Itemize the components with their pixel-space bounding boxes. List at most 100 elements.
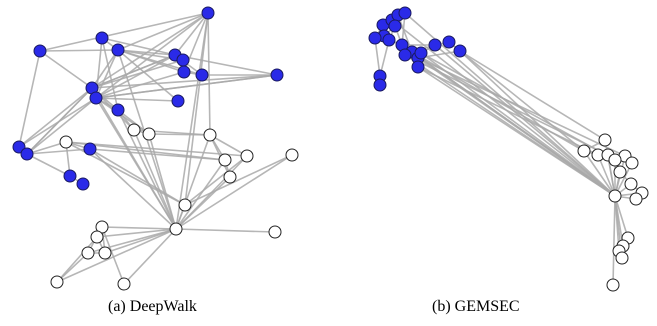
- graph-edge: [133, 129, 177, 230]
- graph-node-white: [59, 135, 73, 149]
- graph-node-blue: [453, 44, 467, 58]
- graph-node-white: [142, 127, 156, 141]
- graph-node-white: [629, 192, 643, 206]
- graph-edge: [91, 74, 278, 89]
- graph-node-white: [169, 222, 183, 236]
- graph-node-white: [606, 278, 620, 292]
- graph-node-blue: [111, 43, 125, 57]
- graph-edge: [411, 51, 616, 197]
- graph-node-blue: [176, 53, 190, 67]
- graph-node-blue: [398, 48, 412, 62]
- graph-node-blue: [95, 31, 109, 45]
- graph-edge: [175, 228, 276, 233]
- graph-node-blue: [171, 94, 185, 108]
- graph-edge: [65, 141, 248, 157]
- graph-node-blue: [373, 78, 387, 92]
- graph-edge: [175, 154, 293, 230]
- graph-edge: [101, 226, 125, 285]
- graph-edge: [101, 226, 177, 230]
- graph-edge: [95, 54, 176, 99]
- graph-node-white: [615, 251, 629, 265]
- graph-edge: [614, 195, 629, 239]
- graph-edge: [101, 37, 176, 56]
- graph-node-white: [598, 133, 612, 147]
- graph-edge: [95, 97, 177, 230]
- graph-node-blue: [411, 60, 425, 74]
- graph-node-blue: [428, 38, 442, 52]
- graph-edge: [95, 49, 119, 99]
- graph-node-blue: [63, 169, 77, 183]
- graph-node-white: [90, 230, 104, 244]
- graph-node-blue: [20, 147, 34, 161]
- graph-edge: [597, 154, 616, 197]
- graph-edge: [448, 41, 585, 152]
- graph-node-white: [223, 170, 237, 184]
- deepwalk-graph-panel: [12, 6, 299, 291]
- graph-node-blue: [398, 6, 412, 20]
- graph-node-white: [625, 156, 639, 170]
- graph-node-white: [608, 189, 622, 203]
- graph-edge: [104, 228, 177, 254]
- graph-edge: [18, 87, 93, 148]
- graph-edge: [174, 54, 278, 76]
- graph-node-blue: [76, 177, 90, 191]
- graph-node-blue: [89, 91, 103, 105]
- graph-node-blue: [388, 19, 402, 33]
- graph-edge: [56, 252, 89, 283]
- graph-edge: [175, 159, 226, 230]
- graph-edge: [397, 14, 413, 53]
- graph-edge: [91, 49, 119, 89]
- graph-node-white: [624, 177, 638, 191]
- graph-edge: [391, 19, 616, 197]
- graph-node-white: [613, 165, 627, 179]
- graph-edge: [56, 236, 98, 283]
- graph-node-blue: [270, 68, 284, 82]
- graph-edge: [123, 228, 177, 285]
- graph-node-white: [268, 225, 282, 239]
- graph-node-blue: [111, 103, 125, 117]
- graph-edge: [18, 50, 41, 148]
- graph-edge: [91, 59, 184, 89]
- graph-edge: [26, 141, 67, 155]
- graph-node-white: [50, 275, 64, 289]
- graph-node-white: [178, 198, 192, 212]
- graph-edge: [26, 87, 93, 155]
- graph-edge: [583, 150, 616, 197]
- graph-edge: [117, 12, 209, 51]
- graph-node-white: [218, 153, 232, 167]
- graph-edge: [91, 54, 176, 89]
- graph-edge: [39, 12, 209, 52]
- graph-edge: [26, 97, 97, 155]
- graph-node-blue: [414, 46, 428, 60]
- graph-edge: [459, 50, 606, 141]
- graph-node-white: [608, 153, 622, 167]
- graph-edge: [175, 176, 231, 230]
- graph-node-blue: [368, 31, 382, 45]
- gemsec-nodes: [368, 6, 649, 292]
- graph-node-blue: [442, 35, 456, 49]
- graph-node-white: [81, 246, 95, 260]
- graph-edge: [95, 74, 278, 99]
- graph-node-white: [240, 149, 254, 163]
- graph-edge: [148, 133, 211, 136]
- deepwalk-nodes: [12, 6, 299, 291]
- graph-node-white: [98, 246, 112, 260]
- graph-edge: [420, 52, 616, 161]
- graph-node-white: [285, 148, 299, 162]
- gemsec-caption: (b) GEMSEC: [432, 298, 520, 315]
- graph-edge: [612, 195, 616, 286]
- graph-edge: [207, 12, 211, 136]
- graph-edge: [56, 228, 177, 283]
- graph-edge: [117, 49, 179, 102]
- graph-edge: [95, 97, 179, 102]
- graph-edge: [184, 154, 293, 206]
- deepwalk-edges: [18, 12, 293, 285]
- graph-node-blue: [33, 44, 47, 58]
- graph-edge: [184, 12, 209, 206]
- graph-edge: [459, 50, 616, 197]
- graph-node-blue: [195, 68, 209, 82]
- graph-node-blue: [201, 6, 215, 20]
- graph-node-blue: [382, 33, 396, 47]
- graph-edge: [175, 12, 209, 230]
